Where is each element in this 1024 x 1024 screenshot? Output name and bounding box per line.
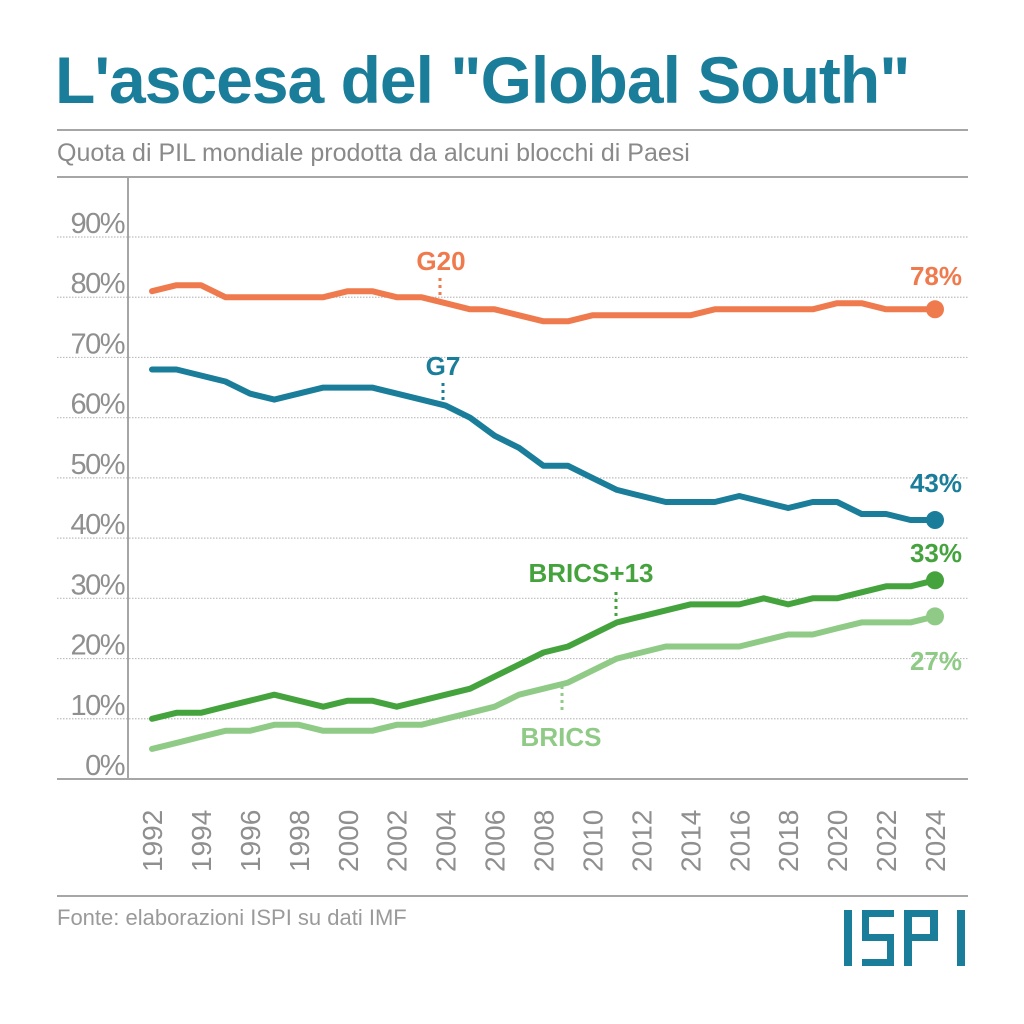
x-tick-label: 2016 [724, 810, 755, 872]
x-tick-label: 1996 [235, 810, 266, 872]
end-value-label-brics13: 33% [910, 538, 962, 568]
x-tick-label: 2008 [529, 810, 560, 872]
end-value-label-g20: 78% [910, 261, 962, 291]
y-tick-label: 10% [70, 690, 124, 722]
series-line-brics [149, 613, 938, 752]
x-tick-label: 2012 [626, 810, 657, 872]
series-lines [149, 282, 944, 752]
x-tick-label: 2018 [773, 810, 804, 872]
series-name-label-g20: G20 [416, 246, 465, 276]
y-tick-label: 60% [70, 389, 124, 421]
y-tick-label: 30% [70, 569, 124, 601]
chart-title: L'ascesa del "Global South" [55, 43, 910, 117]
end-point-brics [926, 607, 944, 626]
chart-subtitle: Quota di PIL mondiale prodotta da alcuni… [57, 139, 690, 167]
series-name-label-brics13: BRICS+13 [529, 558, 654, 588]
x-tick-label: 2010 [577, 810, 608, 872]
x-tick-label: 2006 [480, 810, 511, 872]
y-tick-label: 50% [70, 449, 124, 481]
y-axis: 0% 10% 20% 30% 40% 50% 60% 70% 80% 90% [57, 177, 968, 782]
y-tick-label: 20% [70, 630, 124, 662]
source-note: Fonte: elaborazioni ISPI su dati IMF [57, 905, 407, 930]
x-tick-label: 2022 [871, 810, 902, 872]
end-point-g7 [926, 511, 944, 530]
x-tick-label: 2014 [675, 810, 706, 872]
x-axis: 1992 1994 1996 1998 2000 2002 2004 2006 2008 2010… [137, 810, 951, 872]
x-tick-label: 1998 [284, 810, 315, 872]
y-tick-label: 80% [70, 268, 124, 300]
title-divider [57, 129, 968, 131]
series-name-label-g7: G7 [426, 351, 461, 381]
ispi-logo: ISPI [844, 910, 965, 966]
series-name-label-brics: BRICS [521, 722, 602, 752]
gridlines [57, 236, 968, 720]
y-tick-label: 70% [70, 328, 124, 360]
x-tick-label: 2024 [920, 810, 951, 872]
y-tick-label: 90% [70, 208, 124, 240]
series-line-g7 [149, 366, 938, 523]
x-tick-label: 2002 [382, 810, 413, 872]
series-line-brics13 [149, 577, 938, 722]
y-tick-label: 40% [70, 509, 124, 541]
subtitle-divider [57, 176, 968, 178]
x-tick-label: 2020 [822, 810, 853, 872]
y-tick-label: 0% [85, 750, 125, 782]
series-line-g20 [149, 282, 938, 325]
end-value-label-brics: 27% [910, 646, 962, 676]
end-point-brics13 [926, 571, 944, 590]
x-tick-label: 2004 [431, 810, 462, 872]
end-value-label-g7: 43% [910, 468, 962, 498]
x-tick-label: 2000 [333, 810, 364, 872]
end-point-g20 [926, 300, 944, 319]
x-tick-label: 1994 [186, 810, 217, 872]
footer-divider [57, 895, 968, 897]
x-tick-label: 1992 [137, 810, 168, 872]
series-labels: 78% 43% 33% 27% G20 G7 BRICS+13 BRICS [416, 246, 962, 752]
